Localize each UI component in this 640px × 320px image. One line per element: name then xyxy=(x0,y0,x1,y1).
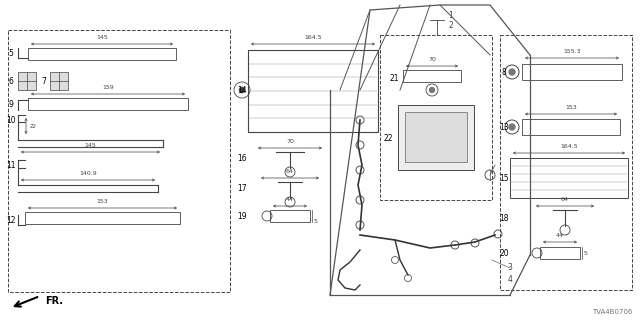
Text: 1: 1 xyxy=(448,11,452,20)
Bar xyxy=(50,72,68,90)
Text: FR.: FR. xyxy=(45,296,63,306)
Text: 20: 20 xyxy=(499,249,509,258)
Text: 13: 13 xyxy=(499,123,509,132)
Circle shape xyxy=(509,124,515,130)
Text: 10: 10 xyxy=(6,116,16,124)
Text: 70: 70 xyxy=(286,139,294,144)
Text: 145: 145 xyxy=(84,143,97,148)
Text: 22: 22 xyxy=(30,124,37,129)
Bar xyxy=(510,158,628,198)
Circle shape xyxy=(509,69,515,75)
Text: 18: 18 xyxy=(499,213,509,222)
Text: 8: 8 xyxy=(502,68,506,76)
Text: 44: 44 xyxy=(556,233,564,238)
Text: 145: 145 xyxy=(96,35,108,40)
Bar xyxy=(403,70,461,82)
Text: 16: 16 xyxy=(237,154,247,163)
Bar xyxy=(398,105,474,170)
Text: 17: 17 xyxy=(237,183,247,193)
Bar xyxy=(248,50,378,132)
Text: 159: 159 xyxy=(102,85,114,90)
Text: 64: 64 xyxy=(286,169,294,174)
Text: 22: 22 xyxy=(383,133,393,142)
Text: 21: 21 xyxy=(389,74,399,83)
Bar xyxy=(8,30,230,292)
Text: 155.3: 155.3 xyxy=(563,49,581,54)
Text: 64: 64 xyxy=(561,197,569,202)
Text: 70: 70 xyxy=(428,57,436,62)
Bar xyxy=(405,112,467,162)
Text: 19: 19 xyxy=(237,212,247,220)
Bar xyxy=(500,35,632,290)
Text: 7: 7 xyxy=(42,76,47,85)
Bar xyxy=(522,64,622,80)
Text: TVA4B0706: TVA4B0706 xyxy=(591,309,632,315)
Text: 12: 12 xyxy=(6,215,16,225)
Text: 164.5: 164.5 xyxy=(560,144,578,149)
Text: 44: 44 xyxy=(286,197,294,202)
Text: 11: 11 xyxy=(6,161,16,170)
Text: 4: 4 xyxy=(508,276,513,284)
Bar xyxy=(540,247,580,259)
Text: 140.9: 140.9 xyxy=(79,171,97,176)
Text: 153: 153 xyxy=(565,105,577,110)
Text: 153: 153 xyxy=(97,199,108,204)
Text: 5: 5 xyxy=(8,49,13,58)
Bar xyxy=(25,212,180,224)
Bar xyxy=(28,98,188,110)
Bar xyxy=(18,72,36,90)
Text: 3: 3 xyxy=(508,263,513,273)
Bar xyxy=(522,119,620,135)
Text: 15: 15 xyxy=(499,173,509,182)
Circle shape xyxy=(239,87,245,93)
Text: 5: 5 xyxy=(584,251,588,255)
Circle shape xyxy=(429,87,435,92)
Bar xyxy=(28,48,176,60)
Bar xyxy=(380,35,492,200)
Bar xyxy=(270,210,310,222)
Text: 6: 6 xyxy=(8,76,13,85)
Text: 164.5: 164.5 xyxy=(304,35,322,40)
Text: 9: 9 xyxy=(8,100,13,108)
Text: 5: 5 xyxy=(314,219,318,223)
Text: 14: 14 xyxy=(237,85,247,94)
Text: 2: 2 xyxy=(448,20,452,29)
